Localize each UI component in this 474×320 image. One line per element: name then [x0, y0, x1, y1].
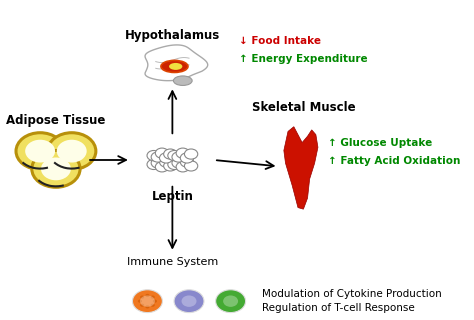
Circle shape [138, 300, 142, 303]
Ellipse shape [169, 63, 182, 70]
Circle shape [147, 150, 160, 161]
Polygon shape [284, 127, 318, 209]
Circle shape [151, 296, 155, 299]
Text: ↑ Energy Expenditure: ↑ Energy Expenditure [239, 54, 367, 64]
Text: Hypothalamus: Hypothalamus [125, 29, 220, 42]
Circle shape [147, 159, 160, 170]
Text: Leptin: Leptin [152, 190, 193, 203]
Circle shape [155, 148, 169, 158]
Circle shape [176, 148, 190, 158]
Circle shape [223, 295, 238, 307]
Circle shape [184, 149, 198, 159]
Text: ↑ Fatty Acid Oxidation: ↑ Fatty Acid Oxidation [328, 156, 461, 166]
Text: ↓ Food Intake: ↓ Food Intake [239, 36, 321, 46]
Circle shape [140, 296, 144, 299]
Ellipse shape [161, 60, 188, 72]
Text: ↑ Glucose Uptake: ↑ Glucose Uptake [328, 138, 433, 148]
Circle shape [174, 290, 204, 313]
Circle shape [151, 152, 164, 162]
Text: Regulation of T-cell Response: Regulation of T-cell Response [262, 303, 415, 314]
Circle shape [184, 161, 198, 171]
Circle shape [176, 162, 190, 172]
Circle shape [32, 150, 80, 187]
Circle shape [164, 161, 177, 171]
Circle shape [180, 153, 193, 163]
Circle shape [168, 159, 181, 170]
Circle shape [146, 305, 149, 308]
Circle shape [159, 153, 173, 163]
Text: Adipose Tissue: Adipose Tissue [6, 114, 106, 127]
Circle shape [182, 295, 197, 307]
Circle shape [140, 295, 155, 307]
Text: Modulation of Cytokine Production: Modulation of Cytokine Production [262, 289, 442, 299]
Circle shape [25, 140, 55, 163]
Circle shape [168, 150, 181, 161]
Circle shape [151, 158, 164, 168]
Circle shape [47, 133, 96, 170]
Text: Skeletal Muscle: Skeletal Muscle [252, 101, 355, 114]
Circle shape [216, 290, 246, 313]
Circle shape [153, 300, 157, 303]
Circle shape [172, 158, 185, 168]
Text: Immune System: Immune System [127, 257, 218, 267]
Circle shape [132, 290, 163, 313]
Circle shape [57, 140, 87, 163]
Circle shape [172, 152, 185, 162]
Circle shape [146, 294, 149, 297]
Circle shape [180, 157, 193, 167]
Circle shape [159, 157, 173, 167]
Circle shape [140, 304, 144, 307]
Circle shape [41, 157, 71, 180]
Circle shape [151, 304, 155, 307]
Circle shape [155, 162, 169, 172]
Ellipse shape [173, 76, 192, 85]
Circle shape [164, 149, 177, 159]
Circle shape [16, 133, 64, 170]
Polygon shape [145, 45, 208, 81]
